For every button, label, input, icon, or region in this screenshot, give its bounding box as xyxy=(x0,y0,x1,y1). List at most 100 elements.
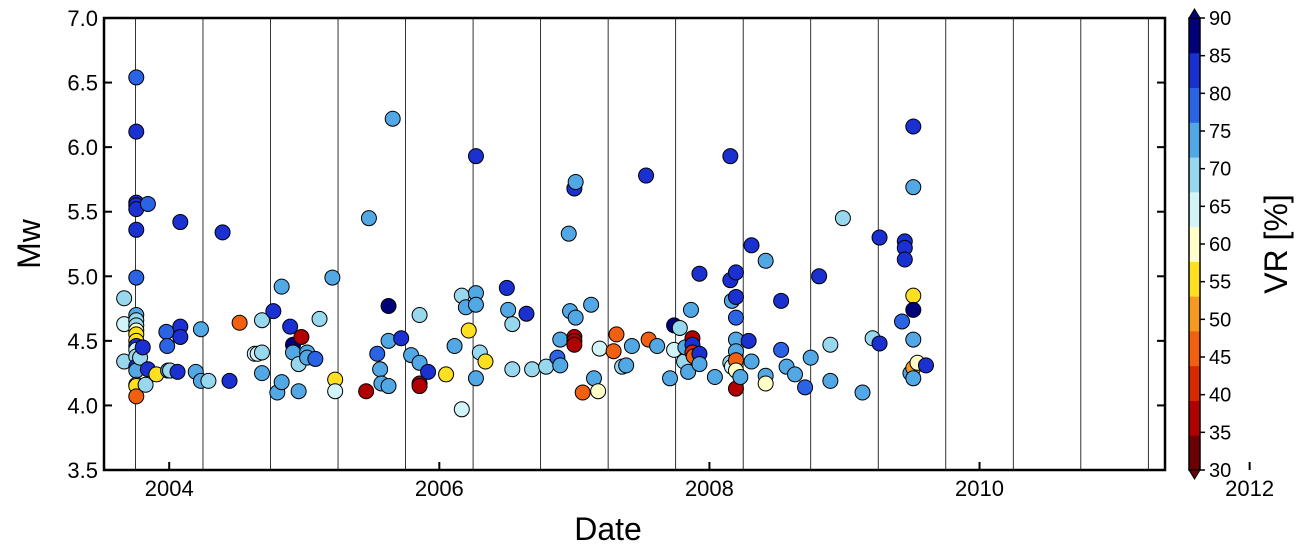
data-point xyxy=(265,303,282,320)
data-point xyxy=(871,335,888,352)
data-point xyxy=(811,268,828,285)
data-point xyxy=(605,343,622,360)
data-point xyxy=(727,264,744,281)
data-point xyxy=(358,383,375,400)
colorbar-segment xyxy=(1189,52,1200,89)
x-gridlines xyxy=(135,18,1149,470)
colorbar-tick-label: 45 xyxy=(1209,347,1231,369)
y-tick-label: 3.5 xyxy=(67,458,98,483)
colorbar-tick-label: 35 xyxy=(1209,422,1231,444)
data-point xyxy=(894,313,911,330)
data-point xyxy=(608,326,625,343)
colorbar-tick-label: 55 xyxy=(1209,272,1231,294)
data-point xyxy=(324,269,341,286)
data-point xyxy=(273,278,290,295)
data-point xyxy=(591,340,608,357)
data-point xyxy=(411,378,428,395)
data-point xyxy=(128,123,145,140)
colorbar-max-arrow xyxy=(1188,8,1201,19)
x-tick-label: 2004 xyxy=(145,476,194,501)
data-point xyxy=(453,401,470,418)
data-point xyxy=(282,318,299,335)
data-point xyxy=(169,363,186,380)
data-point xyxy=(139,195,156,212)
data-point xyxy=(172,214,189,231)
data-point xyxy=(552,331,569,348)
colorbar-min-arrow xyxy=(1188,469,1201,480)
data-point xyxy=(822,372,839,389)
data-point xyxy=(802,349,819,366)
y-axis: 3.5 4.0 4.5 5.0 5.5 6.0 6.5 7.0 xyxy=(67,6,1165,483)
data-point xyxy=(727,288,744,305)
data-point xyxy=(214,224,231,241)
data-point xyxy=(420,363,437,380)
data-point xyxy=(567,309,584,326)
data-point xyxy=(411,307,428,324)
colorbar-tick-label: 90 xyxy=(1209,8,1231,30)
data-point xyxy=(128,221,145,238)
data-point xyxy=(623,338,640,355)
data-point xyxy=(743,353,760,370)
data-point xyxy=(116,290,133,307)
data-point xyxy=(706,369,723,386)
data-point xyxy=(327,383,344,400)
data-point xyxy=(797,379,814,396)
y-tick-label: 6.0 xyxy=(67,135,98,160)
data-point xyxy=(727,309,744,326)
data-point xyxy=(498,279,515,296)
colorbar-segment xyxy=(1189,435,1200,471)
data-point xyxy=(590,383,607,400)
colorbar-segment xyxy=(1189,87,1200,123)
y-tick-label: 4.5 xyxy=(67,329,98,354)
data-point xyxy=(307,350,324,367)
data-point xyxy=(618,357,635,374)
data-point xyxy=(467,296,484,313)
x-tick-label: 2008 xyxy=(685,476,734,501)
data-point xyxy=(273,374,290,391)
data-point xyxy=(786,366,803,383)
x-axis-title: Date xyxy=(574,511,642,547)
data-point xyxy=(311,310,328,327)
data-point xyxy=(128,69,145,86)
colorbar-tick-label: 80 xyxy=(1209,83,1231,105)
y-tick-label: 5.5 xyxy=(67,200,98,225)
data-point xyxy=(732,369,749,386)
data-point xyxy=(518,305,535,322)
data-point xyxy=(393,330,410,347)
data-point xyxy=(905,118,922,135)
colorbar-segment xyxy=(1189,261,1200,297)
data-point xyxy=(740,332,757,349)
data-point xyxy=(773,292,790,309)
data-point xyxy=(905,301,922,318)
data-point xyxy=(504,316,521,333)
data-point xyxy=(757,375,774,392)
data-point xyxy=(290,383,307,400)
x-tick-label: 2010 xyxy=(955,476,1004,501)
colorbar-segment xyxy=(1189,122,1200,158)
data-point xyxy=(128,269,145,286)
data-point xyxy=(380,297,397,314)
y-tick-label: 6.5 xyxy=(67,71,98,96)
data-point xyxy=(680,363,697,380)
data-point xyxy=(253,365,270,382)
x-axis: 20042006200820102012201420162018 xyxy=(145,462,1274,501)
colorbar-segment xyxy=(1189,191,1200,228)
data-point xyxy=(128,388,145,405)
data-point xyxy=(583,296,600,313)
data-point xyxy=(253,344,270,361)
data-point xyxy=(917,357,934,374)
y-tick-label: 5.0 xyxy=(67,264,98,289)
colorbar-segment xyxy=(1189,365,1200,401)
data-point xyxy=(158,323,175,340)
colorbar-title: VR [%] xyxy=(1258,194,1294,294)
colorbar-tick-label: 50 xyxy=(1209,309,1231,331)
y-tick-label: 7.0 xyxy=(67,6,98,31)
colorbar-tick-label: 30 xyxy=(1209,460,1231,482)
data-point xyxy=(773,341,790,358)
data-point xyxy=(905,370,922,387)
colorbar: 30 35 40 45 50 55 60 65 70 75 80 85 90 xyxy=(1188,8,1231,482)
data-point xyxy=(172,328,189,345)
colorbar-segment xyxy=(1189,296,1200,332)
colorbar-segment xyxy=(1189,157,1200,193)
data-point xyxy=(682,301,699,318)
